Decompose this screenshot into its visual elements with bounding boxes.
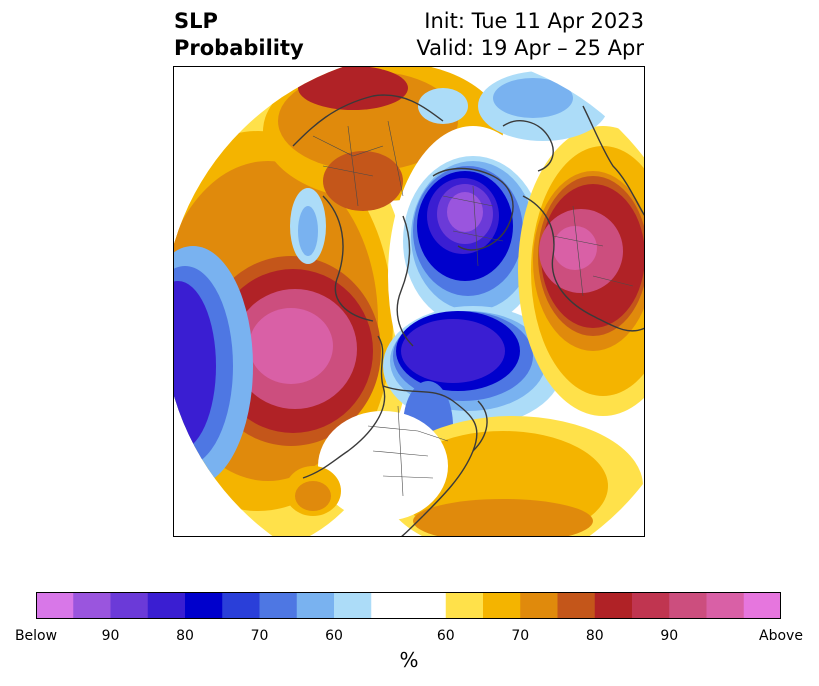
colorbar-cell (594, 592, 633, 619)
title-valid-range: Valid: 19 Apr – 25 Apr (416, 36, 644, 60)
colorbar-cell (371, 592, 447, 619)
colorbar-cell (36, 592, 74, 619)
colorbar-cell (185, 592, 223, 619)
colorbar-cell (520, 592, 558, 619)
colorbar-frame (36, 592, 781, 619)
below-contour (493, 78, 573, 118)
country-border (442, 185, 504, 267)
colorbar-cell (259, 592, 298, 619)
colorbar-cell (483, 592, 521, 619)
map-frame (173, 66, 645, 537)
coastline (522, 195, 645, 332)
colorbar-cell (669, 592, 707, 619)
colorbar-tick-label: Below (14, 628, 58, 644)
colorbar (36, 592, 781, 619)
colorbar-tick-label: 90 (101, 628, 120, 644)
above-contour (413, 499, 593, 537)
above-contour (249, 308, 333, 384)
title-init-date: Init: Tue 11 Apr 2023 (424, 9, 644, 33)
probability-field (173, 66, 645, 537)
coastline (322, 195, 374, 322)
colorbar-tick-label: 80 (585, 628, 604, 644)
colorbar-cell (222, 592, 260, 619)
neutral-contour (318, 411, 448, 521)
coastline (582, 105, 645, 217)
country-border (367, 405, 449, 497)
above-contour (295, 481, 331, 511)
colorbar-cell (445, 592, 484, 619)
country-border (312, 120, 404, 207)
colorbar-cell (147, 592, 186, 619)
coastline (472, 400, 488, 452)
above-contour (323, 151, 403, 211)
coastline (396, 215, 414, 347)
map-panel (173, 66, 645, 537)
colorbar-cell (73, 592, 111, 619)
colorbar-tick-label: 60 (436, 628, 455, 644)
below-contour (401, 319, 505, 383)
borders (312, 120, 634, 497)
coastlines (292, 94, 645, 537)
below-contour (298, 206, 318, 256)
colorbar-cell (706, 592, 745, 619)
country-border (552, 205, 634, 297)
above-contour (298, 66, 408, 110)
colorbar-tick-label: 80 (176, 628, 194, 644)
map-title-right: Init: Tue 11 Apr 2023 Valid: 19 Apr – 25… (416, 8, 644, 62)
coastline (292, 94, 444, 147)
below-contour (173, 281, 216, 451)
coastline (302, 335, 386, 479)
colorbar-cell (110, 592, 149, 619)
colorbar-tick-label: 70 (250, 628, 269, 644)
colorbar-tick-label: 60 (325, 628, 343, 644)
below-contour (418, 88, 468, 124)
map-title-left: SLP Probability (174, 8, 304, 62)
coastline (502, 120, 554, 172)
above-contour (553, 226, 597, 270)
colorbar-tick-label: 70 (511, 628, 530, 644)
colorbar-unit-label: % (399, 648, 419, 672)
coastline (432, 167, 514, 251)
colorbar-cell (743, 592, 781, 619)
colorbar-tick-label: 90 (660, 628, 679, 644)
colorbar-cell (557, 592, 596, 619)
colorbar-cell (296, 592, 335, 619)
colorbar-tick-label: Above (759, 628, 803, 644)
title-product: Probability (174, 36, 304, 60)
colorbar-cell (632, 592, 670, 619)
colorbar-cell (334, 592, 372, 619)
coastline (382, 385, 478, 517)
title-variable: SLP (174, 9, 218, 33)
